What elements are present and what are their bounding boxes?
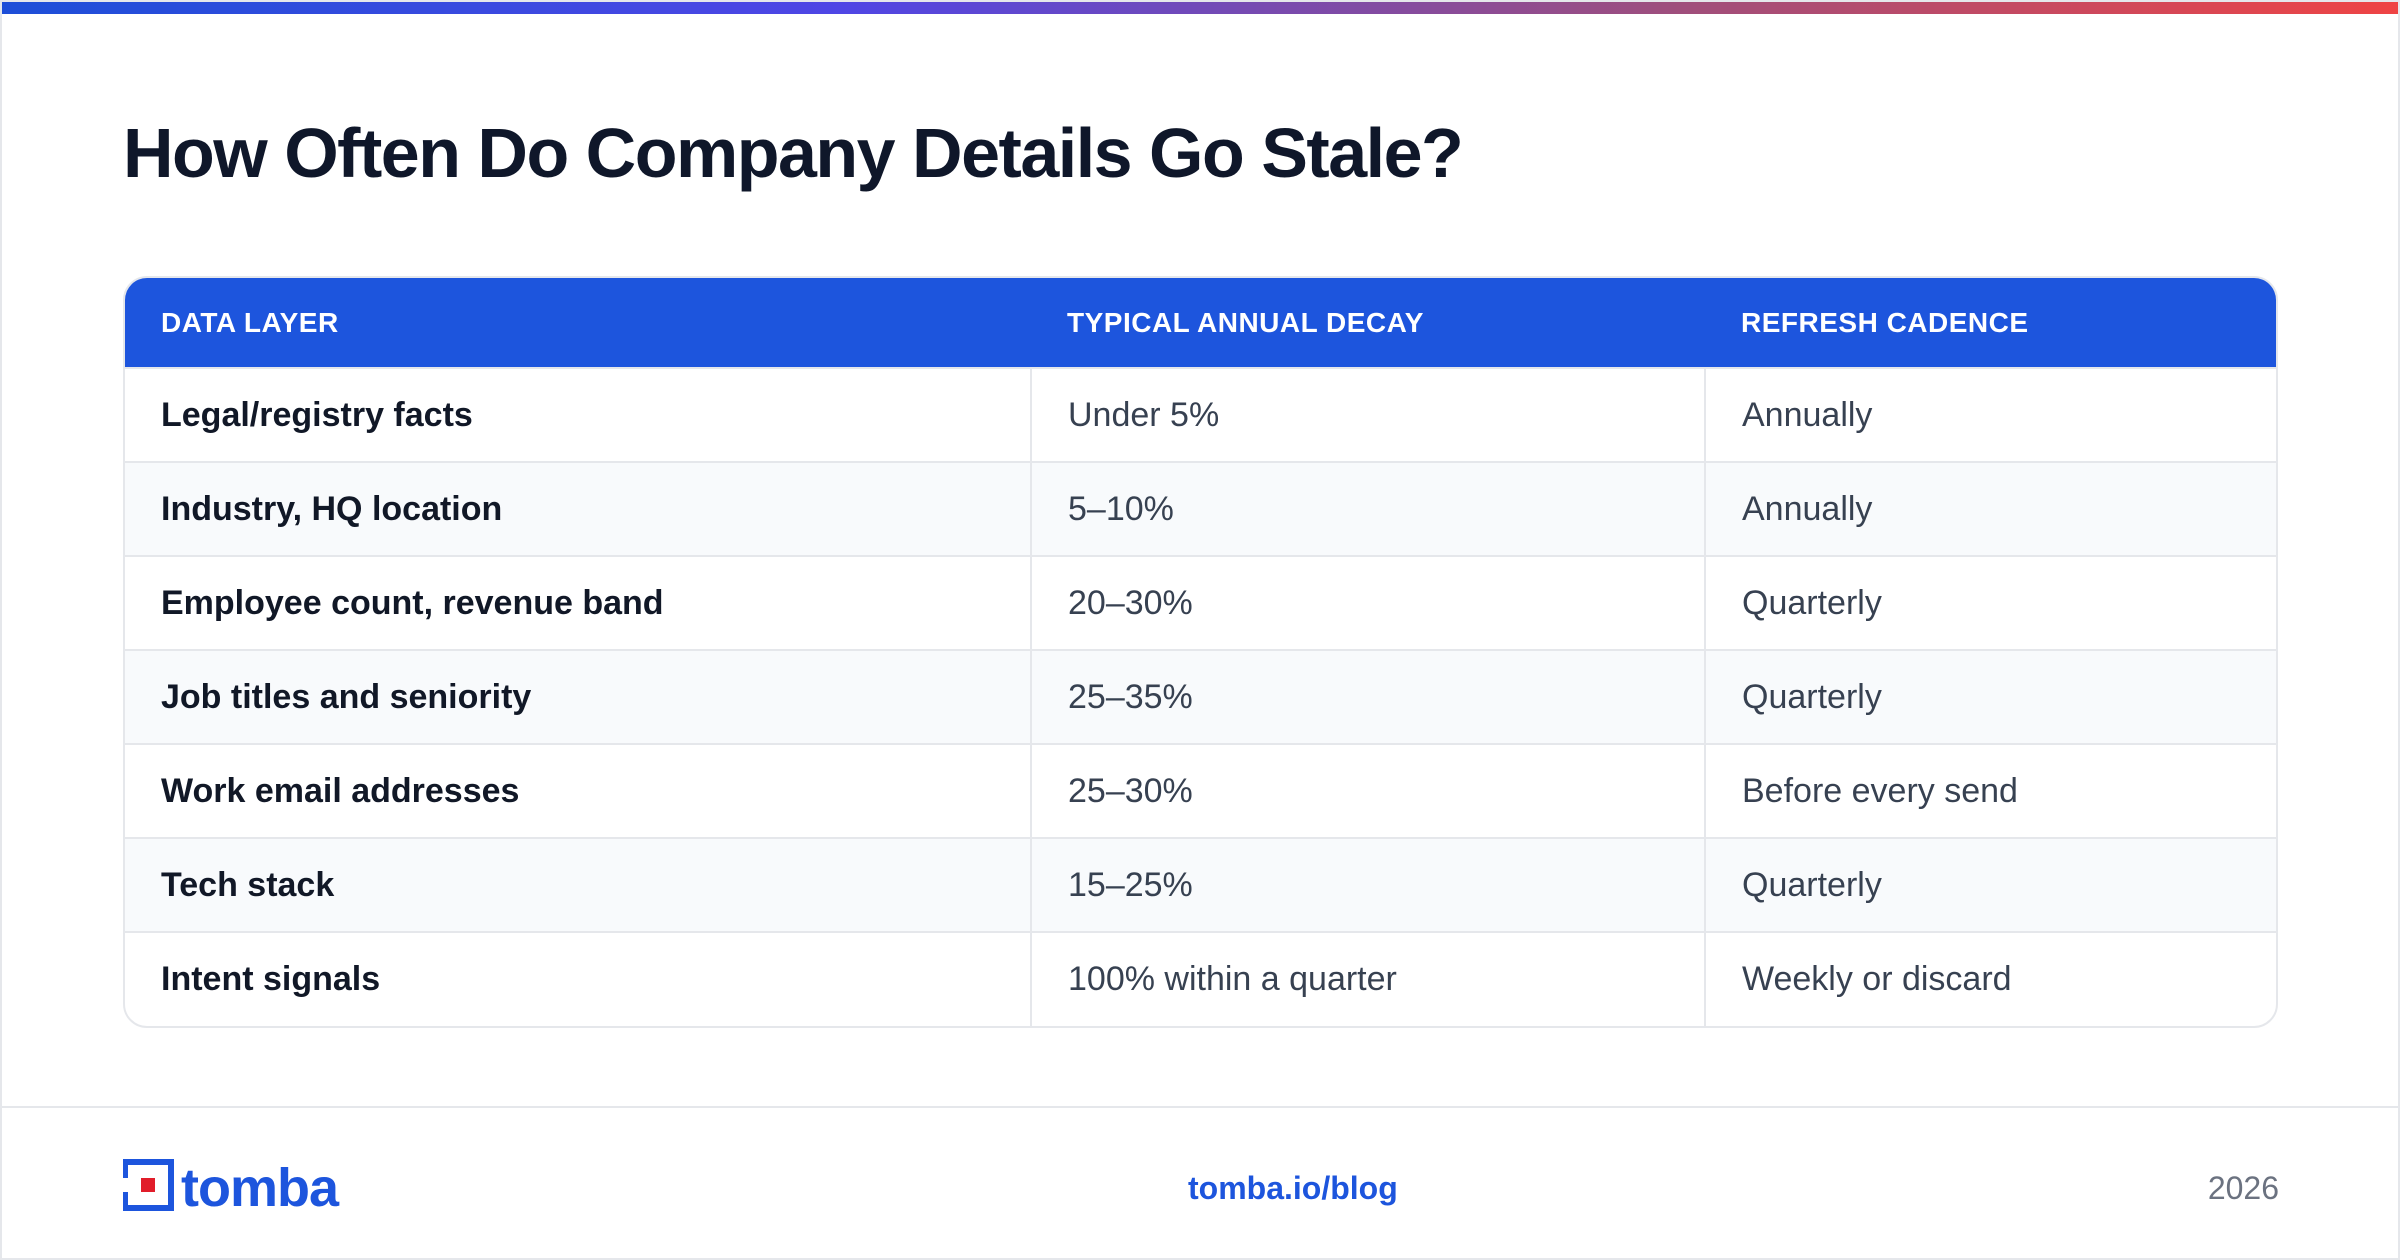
data-layer-cell: Work email addresses (161, 771, 520, 810)
table-row: Work email addresses 25–30% Before every… (125, 744, 2276, 838)
year-label: 2026 (2207, 1170, 2279, 1206)
annual-decay-cell: 5–10% (1030, 462, 1705, 556)
refresh-cadence-cell: Quarterly (1704, 838, 2276, 932)
gradient-top-bar (2, 2, 2398, 14)
table-row: Employee count, revenue band 20–30% Quar… (125, 556, 2276, 650)
data-layer-cell: Tech stack (161, 865, 335, 904)
data-layer-cell: Legal/registry facts (161, 395, 473, 434)
refresh-cadence-cell: Before every send (1704, 744, 2276, 838)
refresh-cadence-cell: Quarterly (1704, 556, 2276, 650)
tomba-logo-icon: tomba (123, 1158, 341, 1214)
table-row: Intent signals 100% within a quarter Wee… (125, 932, 2276, 1026)
data-layer-cell: Industry, HQ location (161, 489, 503, 528)
refresh-cadence-cell: Quarterly (1704, 650, 2276, 744)
table-row: Legal/registry facts Under 5% Annually (125, 368, 2276, 462)
decay-table: DATA LAYER TYPICAL ANNUAL DECAY REFRESH … (125, 278, 2276, 1026)
footer: tomba tomba.io/blog 2026 (2, 1106, 2398, 1258)
blog-link[interactable]: tomba.io/blog (1188, 1170, 1398, 1206)
data-layer-cell: Intent signals (161, 960, 381, 998)
refresh-cadence-cell: Annually (1704, 462, 2276, 556)
table-row: Tech stack 15–25% Quarterly (125, 838, 2276, 932)
data-layer-cell: Job titles and seniority (161, 677, 532, 716)
table-row: Job titles and seniority 25–35% Quarterl… (125, 650, 2276, 744)
column-header-refresh-cadence: REFRESH CADENCE (1741, 306, 2029, 338)
annual-decay-cell: 15–25% (1030, 838, 1705, 932)
table-body: Legal/registry facts Under 5% Annually I… (125, 368, 2276, 1026)
brand-wordmark: tomba (181, 1158, 340, 1214)
brand-logo[interactable]: tomba (123, 1158, 379, 1214)
refresh-cadence-cell: Weekly or discard (1704, 932, 2276, 1026)
column-header-data-layer: DATA LAYER (161, 306, 339, 338)
table-header-row: DATA LAYER TYPICAL ANNUAL DECAY REFRESH … (125, 278, 2276, 368)
refresh-cadence-cell: Annually (1704, 368, 2276, 462)
column-header-annual-decay: TYPICAL ANNUAL DECAY (1067, 306, 1424, 338)
annual-decay-cell: Under 5% (1030, 368, 1705, 462)
decay-table-container: DATA LAYER TYPICAL ANNUAL DECAY REFRESH … (123, 276, 2278, 1028)
page-title: How Often Do Company Details Go Stale? (123, 114, 1464, 192)
table-header: DATA LAYER TYPICAL ANNUAL DECAY REFRESH … (125, 278, 2276, 368)
annual-decay-cell: 100% within a quarter (1030, 932, 1705, 1026)
annual-decay-cell: 25–35% (1030, 650, 1705, 744)
annual-decay-cell: 20–30% (1030, 556, 1705, 650)
table-row: Industry, HQ location 5–10% Annually (125, 462, 2276, 556)
annual-decay-cell: 25–30% (1030, 744, 1705, 838)
data-layer-cell: Employee count, revenue band (161, 583, 664, 622)
